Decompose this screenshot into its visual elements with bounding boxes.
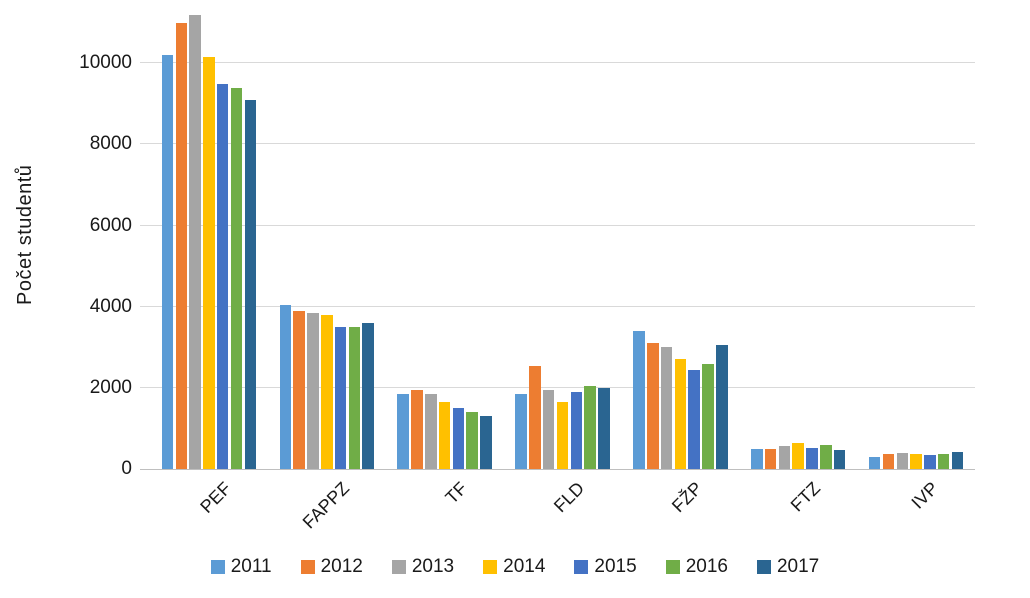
y-tick-label-8000: 8000: [89, 133, 132, 155]
bar-FAPPZ-2016: [348, 327, 361, 469]
bar-FTZ-2011: [751, 448, 763, 469]
x-axis-line: [140, 469, 975, 470]
bar-TF-2015: [452, 408, 465, 469]
y-tick-label-4000: 4000: [89, 295, 132, 317]
bar-PEF-2017: [244, 99, 257, 469]
bar-IVP-2015: [924, 454, 936, 469]
bar-PEF-2013: [189, 14, 201, 469]
bar-TF-2012: [411, 389, 423, 469]
bar-FTZ-2014: [792, 443, 804, 469]
bar-FLD-2014: [556, 402, 569, 469]
gridline-2000: [140, 386, 975, 388]
bar-TF-2016: [466, 412, 478, 469]
legend-label-2015: 2015: [594, 556, 637, 577]
bar-PEF-2011: [161, 55, 174, 469]
bar-FŽP-2012: [647, 343, 659, 469]
bar-FŽP-2011: [633, 331, 645, 469]
bar-FŽP-2014: [674, 359, 687, 469]
category-label-FTZ: FTZ: [786, 478, 825, 516]
y-tick-label-6000: 6000: [89, 214, 132, 236]
legend-item-2014: 2014: [483, 556, 545, 578]
legend-swatch-2014: [483, 560, 498, 574]
bar-TF-2017: [480, 416, 492, 469]
category-label-PEF: PEF: [196, 478, 236, 517]
bar-IVP-2013: [896, 452, 909, 469]
bar-FAPPZ-2017: [362, 322, 374, 469]
bar-FTZ-2013: [778, 445, 791, 469]
bar-FTZ-2017: [833, 449, 846, 469]
legend-swatch-2013: [391, 560, 406, 574]
bar-FLD-2011: [515, 393, 527, 469]
category-label-FLD: FLD: [550, 478, 589, 517]
bar-PEF-2016: [230, 87, 243, 469]
category-label-TF: TF: [441, 478, 471, 508]
legend-swatch-2016: [665, 560, 680, 574]
legend-label-2012: 2012: [320, 556, 363, 577]
y-tick-label-10000: 10000: [79, 52, 132, 74]
gridline-8000: [140, 143, 975, 145]
y-tick-label-2000: 2000: [89, 376, 132, 398]
bar-FLD-2013: [542, 389, 555, 469]
legend-swatch-2011: [210, 560, 225, 574]
bar-TF-2013: [425, 393, 437, 469]
bar-FAPPZ-2015: [334, 327, 347, 469]
plot-area: [140, 0, 975, 470]
legend-label-2013: 2013: [411, 556, 455, 577]
bar-FŽP-2015: [688, 369, 700, 469]
bar-FTZ-2012: [764, 448, 777, 469]
legend-label-2017: 2017: [776, 556, 820, 577]
bar-IVP-2011: [868, 456, 881, 469]
legend-item-2011: 2011: [210, 556, 272, 578]
bar-FAPPZ-2011: [279, 304, 292, 469]
bar-FŽP-2017: [716, 345, 728, 469]
legend-swatch-2012: [300, 560, 315, 574]
legend-item-2015: 2015: [574, 556, 637, 578]
bar-FLD-2012: [529, 365, 541, 469]
bar-PEF-2015: [216, 83, 229, 469]
bar-TF-2011: [397, 393, 409, 469]
category-label-IVP: IVP: [907, 478, 943, 513]
legend: 2011 2012 2013 2014 2015 2016 2017: [0, 552, 1030, 582]
bar-IVP-2014: [910, 453, 922, 469]
gridline-4000: [140, 305, 975, 307]
bar-FAPPZ-2014: [321, 314, 333, 469]
legend-item-2012: 2012: [300, 556, 363, 578]
bar-TF-2014: [438, 402, 451, 469]
bar-FTZ-2016: [820, 444, 832, 469]
gridline-10000: [140, 62, 975, 64]
legend-item-2017: 2017: [756, 556, 820, 578]
legend-swatch-2017: [756, 560, 771, 574]
bar-FLD-2015: [570, 391, 583, 469]
bar-FŽP-2013: [660, 347, 673, 469]
bar-FLD-2017: [598, 387, 610, 469]
legend-item-2013: 2013: [391, 556, 455, 578]
legend-label-2014: 2014: [503, 556, 546, 577]
bar-FAPPZ-2012: [293, 310, 305, 469]
legend-label-2016: 2016: [685, 556, 728, 577]
y-tick-label-0: 0: [121, 458, 132, 479]
bar-FLD-2016: [584, 385, 596, 469]
bar-FŽP-2016: [702, 363, 714, 469]
bar-IVP-2012: [882, 454, 895, 469]
bar-PEF-2014: [203, 57, 215, 469]
bar-PEF-2012: [175, 22, 188, 469]
legend-swatch-2015: [574, 560, 589, 574]
bar-FAPPZ-2013: [307, 312, 319, 469]
category-label-FŽP: FŽP: [668, 478, 707, 517]
category-label-FAPPZ: FAPPZ: [298, 478, 353, 533]
legend-label-2011: 2011: [230, 556, 272, 577]
gridline-6000: [140, 224, 975, 226]
bar-IVP-2016: [937, 454, 950, 469]
bar-IVP-2017: [951, 451, 964, 469]
bar-FTZ-2015: [806, 447, 818, 469]
legend-item-2016: 2016: [665, 556, 728, 578]
